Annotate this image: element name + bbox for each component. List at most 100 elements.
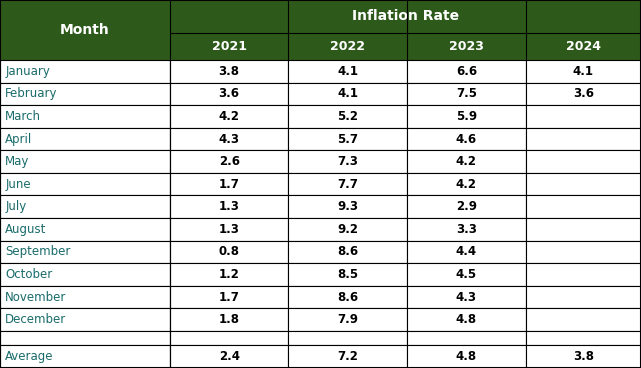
Text: 4.1: 4.1 — [337, 65, 358, 78]
Bar — [170, 33, 288, 60]
Bar — [170, 0, 641, 33]
Bar — [288, 60, 407, 83]
Text: March: March — [5, 110, 41, 123]
Bar — [170, 263, 288, 286]
Text: 1.3: 1.3 — [219, 200, 240, 213]
Text: 9.3: 9.3 — [337, 200, 358, 213]
Text: 1.2: 1.2 — [219, 268, 240, 281]
Bar — [288, 346, 407, 368]
Bar — [288, 173, 407, 195]
Text: 9.2: 9.2 — [337, 223, 358, 236]
Text: November: November — [5, 290, 67, 304]
Text: April: April — [5, 132, 33, 146]
Bar — [407, 83, 526, 105]
Bar — [526, 105, 641, 128]
Bar — [288, 241, 407, 263]
Text: 8.6: 8.6 — [337, 290, 358, 304]
Text: 6.6: 6.6 — [456, 65, 477, 78]
Bar — [0, 308, 170, 331]
Bar — [170, 195, 288, 218]
Bar — [526, 83, 641, 105]
Bar — [170, 331, 288, 346]
Bar — [0, 151, 170, 173]
Bar — [0, 105, 170, 128]
Text: 2022: 2022 — [330, 40, 365, 53]
Bar — [288, 263, 407, 286]
Bar — [0, 128, 170, 151]
Bar — [288, 195, 407, 218]
Bar — [288, 286, 407, 308]
Bar — [407, 33, 526, 60]
Bar — [170, 218, 288, 241]
Text: 4.8: 4.8 — [456, 313, 477, 326]
Text: 3.8: 3.8 — [573, 350, 594, 363]
Text: 4.5: 4.5 — [456, 268, 477, 281]
Bar — [407, 195, 526, 218]
Text: 4.4: 4.4 — [456, 245, 477, 258]
Bar — [170, 105, 288, 128]
Bar — [0, 346, 170, 368]
Bar — [407, 60, 526, 83]
Bar — [170, 60, 288, 83]
Bar — [288, 105, 407, 128]
Text: 3.6: 3.6 — [573, 88, 594, 100]
Bar — [170, 346, 288, 368]
Text: 2021: 2021 — [212, 40, 247, 53]
Bar — [170, 83, 288, 105]
Bar — [0, 173, 170, 195]
Text: June: June — [5, 178, 31, 191]
Bar — [288, 331, 407, 346]
Text: 2023: 2023 — [449, 40, 484, 53]
Text: 4.3: 4.3 — [219, 132, 240, 146]
Bar — [407, 286, 526, 308]
Bar — [288, 128, 407, 151]
Bar — [170, 241, 288, 263]
Bar — [526, 173, 641, 195]
Text: 8.6: 8.6 — [337, 245, 358, 258]
Bar — [0, 83, 170, 105]
Bar — [407, 173, 526, 195]
Text: 3.8: 3.8 — [219, 65, 240, 78]
Text: 8.5: 8.5 — [337, 268, 358, 281]
Text: 2.4: 2.4 — [219, 350, 240, 363]
Bar — [170, 173, 288, 195]
Text: 4.6: 4.6 — [456, 132, 477, 146]
Text: 2.9: 2.9 — [456, 200, 477, 213]
Text: Average: Average — [5, 350, 54, 363]
Bar — [407, 151, 526, 173]
Bar — [526, 346, 641, 368]
Text: 4.8: 4.8 — [456, 350, 477, 363]
Bar — [288, 83, 407, 105]
Bar — [526, 128, 641, 151]
Text: 5.9: 5.9 — [456, 110, 477, 123]
Text: 5.2: 5.2 — [337, 110, 358, 123]
Bar — [0, 60, 170, 83]
Text: December: December — [5, 313, 67, 326]
Text: 5.7: 5.7 — [337, 132, 358, 146]
Bar — [407, 346, 526, 368]
Bar — [407, 308, 526, 331]
Bar — [526, 60, 641, 83]
Text: 0.8: 0.8 — [219, 245, 240, 258]
Bar — [407, 105, 526, 128]
Text: 1.7: 1.7 — [219, 178, 240, 191]
Bar — [288, 151, 407, 173]
Bar — [0, 263, 170, 286]
Bar — [170, 308, 288, 331]
Text: 1.8: 1.8 — [219, 313, 240, 326]
Text: 1.7: 1.7 — [219, 290, 240, 304]
Bar — [288, 218, 407, 241]
Text: 7.7: 7.7 — [337, 178, 358, 191]
Bar — [288, 33, 407, 60]
Text: Month: Month — [60, 23, 110, 37]
Bar — [526, 33, 641, 60]
Bar — [0, 286, 170, 308]
Bar — [0, 195, 170, 218]
Bar — [407, 331, 526, 346]
Text: 4.3: 4.3 — [456, 290, 477, 304]
Text: 3.3: 3.3 — [456, 223, 477, 236]
Bar — [526, 195, 641, 218]
Text: 2024: 2024 — [566, 40, 601, 53]
Bar — [526, 308, 641, 331]
Bar — [170, 151, 288, 173]
